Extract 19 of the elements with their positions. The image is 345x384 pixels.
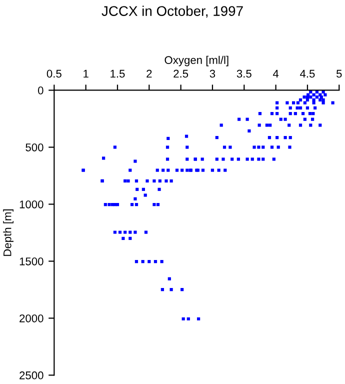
x-tick-label: 0.5 xyxy=(46,70,62,78)
y-axis-title: Depth [m] xyxy=(3,209,14,256)
x-tick-label: 1 xyxy=(84,70,88,78)
chart-title: JCCX in October, 1997 xyxy=(102,6,243,18)
x-tick-label: 3.5 xyxy=(236,70,252,78)
y-tick-label: 500 xyxy=(26,143,44,152)
x-tick-label: 2.5 xyxy=(174,70,188,78)
x-axis-title: Oxygen [ml/l] xyxy=(164,56,228,66)
x-tick-label: 1.5 xyxy=(110,70,125,78)
y-tick-label: 0 xyxy=(38,86,44,94)
y-tick-label: 1500 xyxy=(20,257,44,266)
y-tick-label: 2500 xyxy=(20,371,44,380)
x-tick-label: 3 xyxy=(210,70,216,78)
x-tick-label: 5 xyxy=(336,70,342,78)
y-tick-label: 1000 xyxy=(20,200,44,208)
x-tick-label: 2 xyxy=(146,70,152,78)
y-tick-label: 2000 xyxy=(20,314,44,322)
x-tick-label: 4 xyxy=(272,70,279,78)
x-tick-label: 4.5 xyxy=(300,70,315,78)
